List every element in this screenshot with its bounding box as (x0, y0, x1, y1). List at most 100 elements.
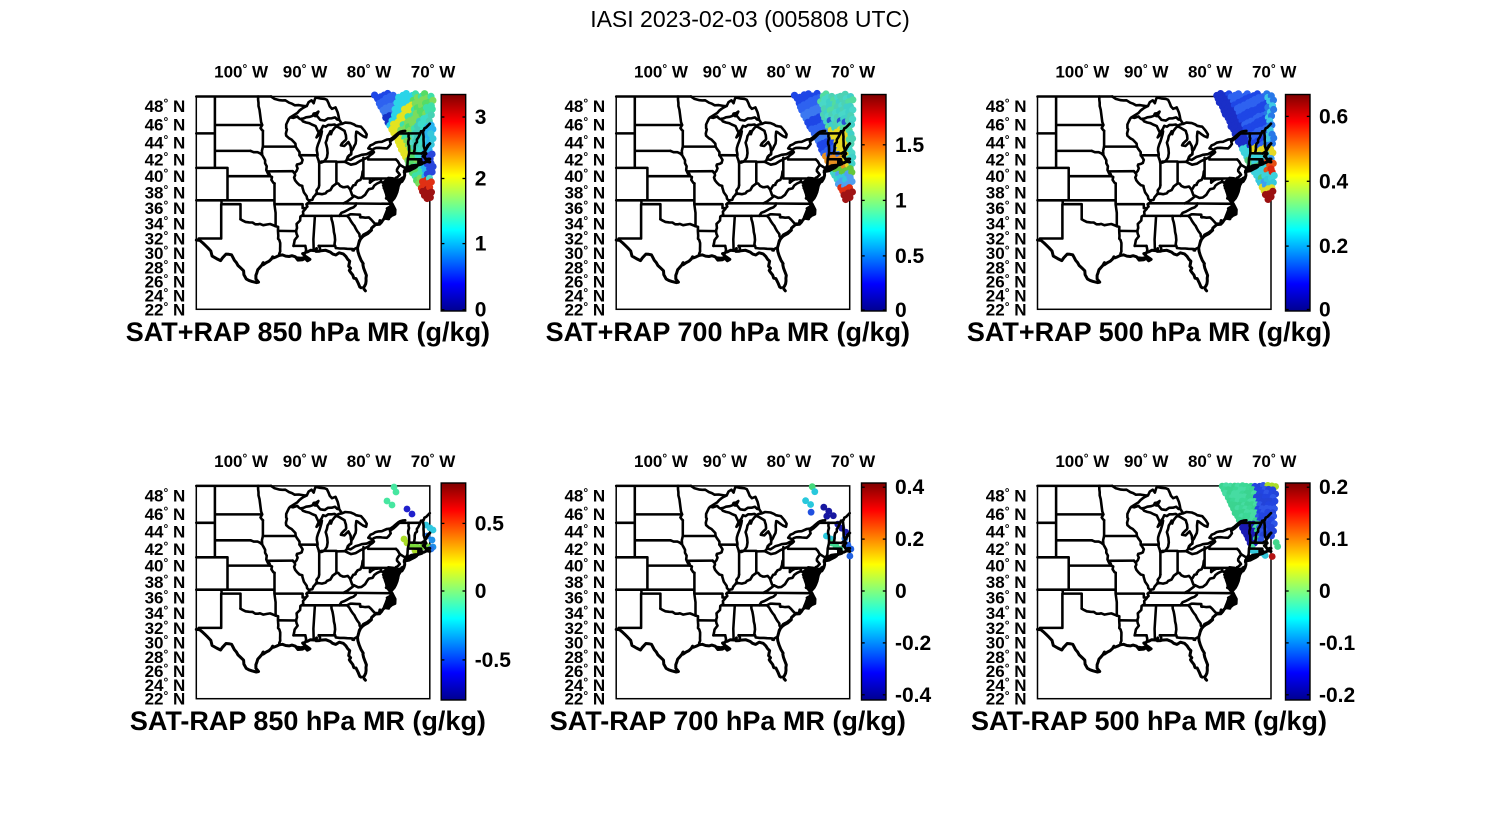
svg-text:28° N: 28° N (986, 258, 1027, 278)
svg-text:48° N: 48° N (564, 485, 605, 505)
svg-text:70° W: 70° W (411, 451, 456, 471)
svg-text:SAT+RAP 500 hPa MR (g/kg): SAT+RAP 500 hPa MR (g/kg) (967, 317, 1331, 347)
svg-text:-0.1: -0.1 (1319, 632, 1356, 655)
svg-text:2: 2 (475, 168, 487, 191)
svg-text:0: 0 (475, 580, 487, 603)
svg-text:100° W: 100° W (214, 451, 269, 471)
svg-text:24° N: 24° N (986, 286, 1027, 306)
svg-text:42° N: 42° N (145, 539, 186, 559)
svg-text:32° N: 32° N (564, 229, 605, 249)
svg-text:24° N: 24° N (564, 675, 605, 695)
svg-text:0.1: 0.1 (1319, 528, 1349, 551)
svg-text:38° N: 38° N (145, 182, 186, 202)
svg-text:40° N: 40° N (145, 556, 186, 576)
svg-text:34° N: 34° N (564, 214, 605, 234)
svg-text:-0.2: -0.2 (895, 632, 931, 655)
svg-text:34° N: 34° N (564, 603, 605, 623)
svg-text:44° N: 44° N (986, 522, 1027, 542)
svg-text:70° W: 70° W (1252, 451, 1297, 471)
svg-text:100° W: 100° W (634, 62, 689, 82)
svg-text:38° N: 38° N (564, 572, 605, 592)
svg-text:30° N: 30° N (564, 633, 605, 653)
svg-text:26° N: 26° N (986, 272, 1027, 292)
svg-text:100° W: 100° W (634, 451, 689, 471)
svg-text:70° W: 70° W (831, 451, 876, 471)
svg-text:SAT-RAP 700 hPa MR (g/kg): SAT-RAP 700 hPa MR (g/kg) (550, 706, 906, 736)
svg-text:90° W: 90° W (1124, 62, 1169, 82)
svg-text:34° N: 34° N (986, 603, 1027, 623)
svg-text:SAT+RAP 850 hPa MR (g/kg): SAT+RAP 850 hPa MR (g/kg) (126, 317, 490, 347)
svg-text:24° N: 24° N (986, 675, 1027, 695)
svg-text:48° N: 48° N (145, 485, 186, 505)
svg-text:90° W: 90° W (283, 451, 328, 471)
svg-text:34° N: 34° N (986, 214, 1027, 234)
svg-text:22° N: 22° N (564, 299, 605, 319)
svg-text:80° W: 80° W (347, 62, 392, 82)
svg-text:30° N: 30° N (145, 633, 186, 653)
svg-text:0.4: 0.4 (1319, 170, 1349, 193)
svg-text:0: 0 (1319, 580, 1331, 603)
svg-text:40° N: 40° N (986, 556, 1027, 576)
svg-text:100° W: 100° W (214, 62, 269, 82)
svg-text:32° N: 32° N (986, 229, 1027, 249)
svg-text:44° N: 44° N (564, 132, 605, 152)
svg-text:32° N: 32° N (145, 229, 186, 249)
svg-text:80° W: 80° W (1188, 62, 1233, 82)
svg-text:40° N: 40° N (564, 556, 605, 576)
svg-text:0.2: 0.2 (1319, 235, 1348, 258)
svg-text:44° N: 44° N (564, 522, 605, 542)
svg-text:44° N: 44° N (145, 522, 186, 542)
svg-text:30° N: 30° N (564, 243, 605, 263)
svg-text:38° N: 38° N (986, 182, 1027, 202)
svg-text:1: 1 (475, 233, 487, 256)
svg-text:44° N: 44° N (145, 132, 186, 152)
svg-text:SAT-RAP 500 hPa MR (g/kg): SAT-RAP 500 hPa MR (g/kg) (971, 706, 1327, 736)
svg-text:-0.5: -0.5 (475, 649, 512, 672)
svg-text:30° N: 30° N (145, 243, 186, 263)
svg-text:80° W: 80° W (347, 451, 392, 471)
svg-text:100° W: 100° W (1055, 62, 1110, 82)
svg-text:0: 0 (475, 299, 487, 322)
svg-text:48° N: 48° N (986, 96, 1027, 116)
svg-text:26° N: 26° N (145, 661, 186, 681)
svg-text:0: 0 (895, 299, 907, 322)
svg-text:46° N: 46° N (986, 504, 1027, 524)
svg-text:70° W: 70° W (831, 62, 876, 82)
svg-text:-0.2: -0.2 (1319, 684, 1355, 707)
svg-text:1: 1 (895, 189, 907, 212)
svg-text:1.5: 1.5 (895, 134, 925, 157)
svg-text:48° N: 48° N (986, 485, 1027, 505)
svg-text:42° N: 42° N (986, 539, 1027, 559)
svg-text:26° N: 26° N (564, 272, 605, 292)
svg-text:22° N: 22° N (986, 689, 1027, 709)
svg-text:0.6: 0.6 (1319, 105, 1348, 128)
svg-text:0.2: 0.2 (1319, 476, 1348, 499)
svg-text:48° N: 48° N (564, 96, 605, 116)
svg-text:24° N: 24° N (145, 286, 186, 306)
svg-text:28° N: 28° N (564, 258, 605, 278)
svg-text:SAT-RAP 850 hPa MR (g/kg): SAT-RAP 850 hPa MR (g/kg) (130, 706, 486, 736)
svg-text:28° N: 28° N (986, 647, 1027, 667)
svg-text:80° W: 80° W (1188, 451, 1233, 471)
svg-text:3: 3 (475, 106, 487, 129)
svg-text:24° N: 24° N (564, 286, 605, 306)
svg-text:40° N: 40° N (145, 166, 186, 186)
svg-text:90° W: 90° W (1124, 451, 1169, 471)
svg-text:22° N: 22° N (145, 689, 186, 709)
svg-text:-0.4: -0.4 (895, 684, 932, 707)
svg-text:42° N: 42° N (145, 150, 186, 170)
svg-text:42° N: 42° N (564, 150, 605, 170)
svg-text:SAT+RAP 700 hPa MR (g/kg): SAT+RAP 700 hPa MR (g/kg) (546, 317, 910, 347)
svg-text:30° N: 30° N (986, 633, 1027, 653)
svg-text:90° W: 90° W (703, 451, 748, 471)
svg-text:46° N: 46° N (145, 504, 186, 524)
svg-text:38° N: 38° N (145, 572, 186, 592)
svg-text:26° N: 26° N (145, 272, 186, 292)
svg-text:80° W: 80° W (767, 451, 812, 471)
svg-text:32° N: 32° N (564, 618, 605, 638)
svg-text:46° N: 46° N (564, 504, 605, 524)
svg-text:0.5: 0.5 (895, 245, 925, 268)
svg-text:36° N: 36° N (564, 588, 605, 608)
svg-text:32° N: 32° N (145, 618, 186, 638)
svg-text:38° N: 38° N (986, 572, 1027, 592)
